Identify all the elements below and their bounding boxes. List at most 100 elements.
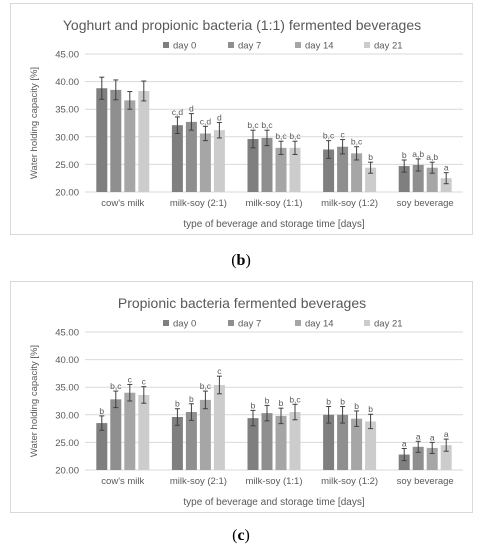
chart-c-category-label: soy beverage bbox=[397, 476, 454, 487]
caption-c-close: ) bbox=[245, 527, 250, 544]
chart-c-significance-label: b,c bbox=[289, 394, 301, 404]
chart-c-significance-label: b bbox=[279, 398, 284, 408]
chart-b-category-label: milk-soy (1:1) bbox=[245, 198, 302, 209]
chart-c-category-label: milk-soy (2:1) bbox=[170, 476, 227, 487]
chart-c-significance-label: a bbox=[430, 432, 435, 442]
caption-b: (b) bbox=[0, 252, 482, 270]
chart-b-bar bbox=[96, 88, 107, 192]
chart-b-category-label: soy beverage bbox=[397, 198, 454, 209]
chart-c-significance-label: b,c bbox=[110, 381, 122, 391]
chart-c-legend-swatch bbox=[364, 320, 370, 326]
chart-b-legend-swatch bbox=[163, 42, 169, 48]
chart-panel-c: Propionic bacteria fermented beverages 20… bbox=[10, 281, 473, 513]
chart-c-y-tick-label: 45.00 bbox=[55, 328, 79, 339]
chart-b-legend-label: day 21 bbox=[374, 41, 403, 52]
chart-c-significance-label: c bbox=[217, 366, 222, 376]
chart-c-y-tick-label: 40.00 bbox=[55, 355, 79, 366]
chart-c-category-label: milk-soy (1:1) bbox=[245, 476, 302, 487]
chart-c-significance-label: b bbox=[326, 397, 331, 407]
chart-b-significance-label: c bbox=[340, 130, 345, 140]
chart-c-legend-swatch bbox=[295, 320, 301, 326]
chart-b-title: Yoghurt and propionic bacteria (1:1) fer… bbox=[63, 17, 421, 33]
chart-b-y-tick-label: 20.00 bbox=[55, 188, 79, 199]
chart-b-bar bbox=[186, 122, 197, 192]
chart-b-y-axis-label: Water holding capacity [%] bbox=[29, 67, 40, 179]
chart-c-y-axis-label: Water holding capacity [%] bbox=[29, 345, 40, 457]
chart-c-bar bbox=[290, 412, 301, 470]
chart-b-legend-label: day 0 bbox=[173, 41, 196, 52]
chart-b-legend-swatch bbox=[228, 42, 234, 48]
chart-b-significance-label: a,b bbox=[426, 152, 438, 162]
chart-b-significance-label: b,c bbox=[261, 120, 273, 130]
chart-b-significance-label: b,c bbox=[351, 137, 363, 147]
chart-b-significance-label: d bbox=[217, 112, 222, 122]
chart-b-bar bbox=[138, 91, 149, 192]
bar-chart-b: Yoghurt and propionic bacteria (1:1) fer… bbox=[11, 4, 474, 236]
chart-b-legend-swatch bbox=[364, 42, 370, 48]
chart-b-category-label: milk-soy (2:1) bbox=[170, 198, 227, 209]
chart-c-title: Propionic bacteria fermented beverages bbox=[118, 295, 366, 311]
chart-b-bar bbox=[200, 133, 211, 192]
chart-b-category-label: milk-soy (1:2) bbox=[321, 198, 378, 209]
chart-c-significance-label: a bbox=[416, 431, 421, 441]
chart-c-bar bbox=[214, 385, 225, 470]
caption-b-close: ) bbox=[245, 252, 250, 269]
chart-c-significance-label: b bbox=[251, 400, 256, 410]
caption-c: (c) bbox=[0, 527, 482, 545]
chart-c-legend-swatch bbox=[163, 320, 169, 326]
chart-c-significance-label: b bbox=[265, 395, 270, 405]
chart-b-bar bbox=[124, 100, 135, 192]
chart-b-significance-label: a bbox=[444, 163, 449, 173]
chart-c-y-tick-label: 20.00 bbox=[55, 466, 79, 477]
chart-b-significance-label: b,c bbox=[275, 131, 287, 141]
chart-b-significance-label: a,b bbox=[412, 149, 424, 159]
chart-c-legend-label: day 14 bbox=[305, 319, 334, 330]
chart-c-y-tick-label: 25.00 bbox=[55, 438, 79, 449]
chart-c-legend-swatch bbox=[228, 320, 234, 326]
chart-c-significance-label: a bbox=[402, 438, 407, 448]
chart-c-significance-label: b bbox=[354, 401, 359, 411]
chart-b-y-tick-label: 40.00 bbox=[55, 77, 79, 88]
chart-c-legend-label: day 0 bbox=[173, 319, 196, 330]
chart-b-bar bbox=[172, 125, 183, 192]
chart-c-significance-label: b bbox=[340, 397, 345, 407]
chart-c-bar bbox=[200, 400, 211, 470]
chart-b-significance-label: b bbox=[368, 152, 373, 162]
chart-c-bar bbox=[124, 393, 135, 470]
chart-c-y-tick-label: 35.00 bbox=[55, 383, 79, 394]
chart-b-significance-label: b,c bbox=[247, 120, 259, 130]
chart-b-significance-label: b bbox=[402, 150, 407, 160]
chart-b-significance-label: d bbox=[189, 104, 194, 114]
chart-c-significance-label: b bbox=[175, 399, 180, 409]
chart-c-significance-label: b bbox=[99, 406, 104, 416]
chart-b-bar bbox=[214, 130, 225, 192]
caption-c-letter: c bbox=[237, 527, 244, 544]
chart-c-x-axis-label: type of beverage and storage time [days] bbox=[183, 497, 364, 508]
chart-c-bar bbox=[262, 413, 273, 470]
chart-c-category-label: milk-soy (1:2) bbox=[321, 476, 378, 487]
chart-b-legend-label: day 7 bbox=[238, 41, 261, 52]
chart-b-legend-label: day 14 bbox=[305, 41, 334, 52]
chart-c-significance-label: b,c bbox=[200, 381, 212, 391]
chart-panel-b: Yoghurt and propionic bacteria (1:1) fer… bbox=[10, 3, 473, 235]
chart-b-y-tick-label: 30.00 bbox=[55, 132, 79, 143]
chart-b-legend-swatch bbox=[295, 42, 301, 48]
chart-c-category-label: cow's milk bbox=[101, 476, 144, 487]
chart-b-significance-label: b,c bbox=[289, 131, 301, 141]
chart-c-significance-label: c bbox=[128, 374, 133, 384]
chart-b-significance-label: c,d bbox=[172, 107, 184, 117]
chart-b-significance-label: b,c bbox=[323, 131, 335, 141]
chart-b-bar bbox=[110, 90, 121, 192]
chart-c-bar bbox=[138, 395, 149, 470]
bar-chart-c: Propionic bacteria fermented beverages 20… bbox=[11, 282, 474, 514]
chart-c-significance-label: a bbox=[444, 429, 449, 439]
chart-b-significance-label: c,d bbox=[200, 116, 212, 126]
chart-c-legend-label: day 7 bbox=[238, 319, 261, 330]
chart-c-significance-label: b bbox=[189, 394, 194, 404]
chart-b-y-tick-label: 25.00 bbox=[55, 160, 79, 171]
chart-b-y-tick-label: 35.00 bbox=[55, 105, 79, 116]
chart-b-category-label: cow's milk bbox=[101, 198, 144, 209]
chart-c-y-tick-label: 30.00 bbox=[55, 410, 79, 421]
chart-c-significance-label: c bbox=[142, 377, 147, 387]
chart-b-y-tick-label: 45.00 bbox=[55, 50, 79, 61]
